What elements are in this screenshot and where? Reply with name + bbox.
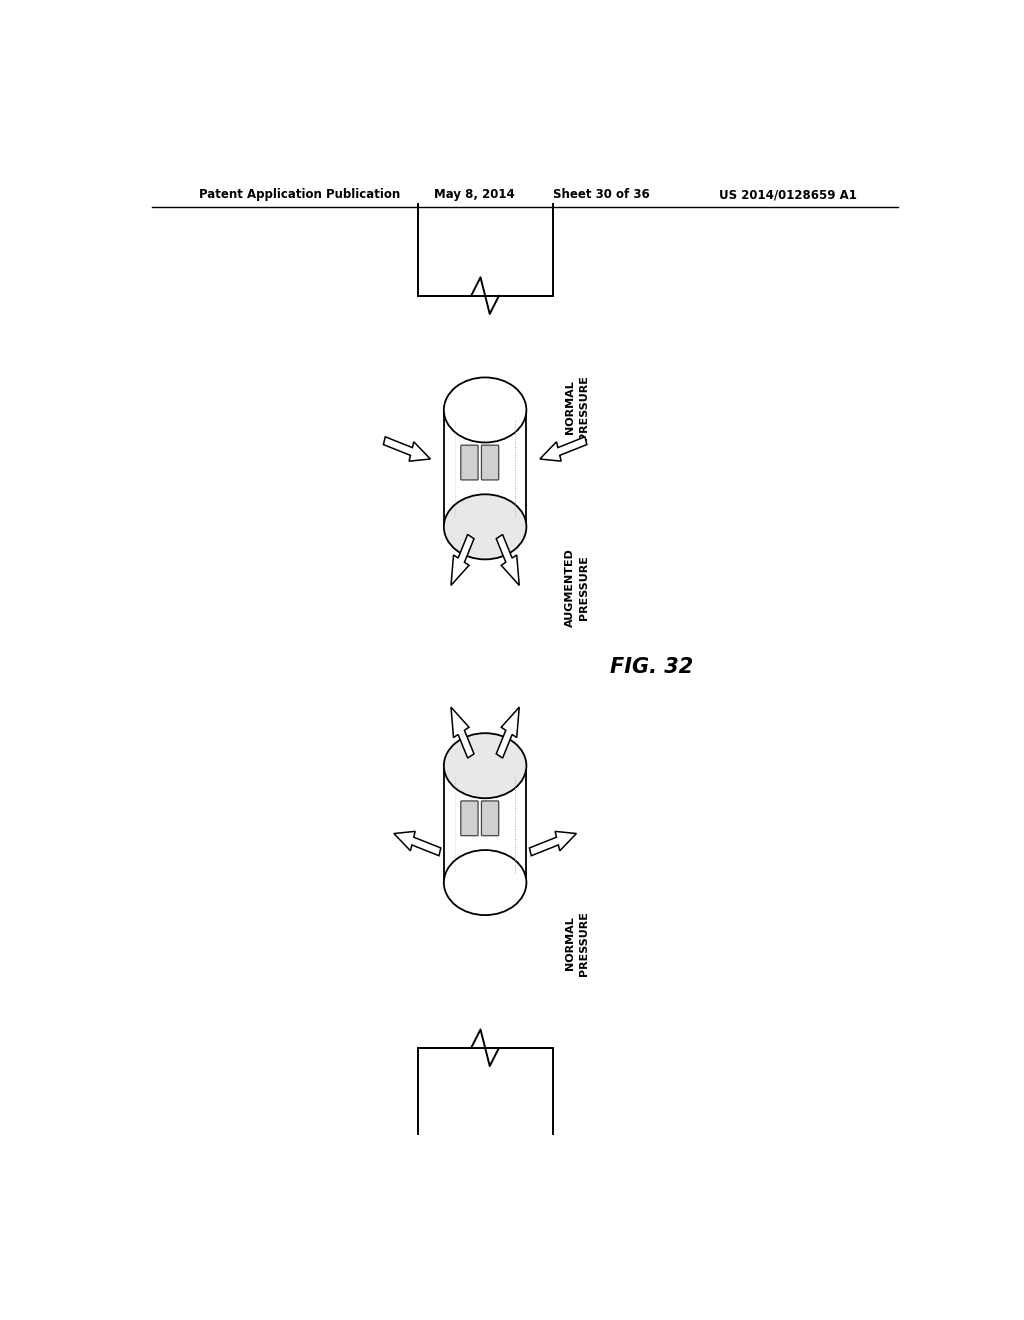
Text: Sheet 30 of 36: Sheet 30 of 36 [553, 189, 649, 202]
FancyBboxPatch shape [481, 801, 499, 836]
Polygon shape [394, 832, 440, 855]
Bar [443, 411, 526, 527]
Text: AUGMENTED: AUGMENTED [565, 548, 575, 627]
Ellipse shape [443, 494, 526, 560]
Polygon shape [451, 708, 474, 758]
Polygon shape [540, 437, 587, 461]
Text: PRESSURE: PRESSURE [580, 556, 590, 620]
Bar [443, 766, 526, 883]
Polygon shape [497, 708, 519, 758]
FancyBboxPatch shape [481, 445, 499, 480]
Text: US 2014/0128659 A1: US 2014/0128659 A1 [719, 189, 857, 202]
Ellipse shape [443, 850, 526, 915]
Text: NORMAL: NORMAL [565, 380, 575, 434]
Text: Patent Application Publication: Patent Application Publication [200, 189, 400, 202]
Text: May 8, 2014: May 8, 2014 [433, 189, 514, 202]
Text: FIG. 32: FIG. 32 [610, 656, 693, 677]
Ellipse shape [443, 378, 526, 442]
Polygon shape [451, 535, 474, 585]
Text: NORMAL: NORMAL [565, 916, 575, 970]
FancyBboxPatch shape [461, 801, 478, 836]
FancyBboxPatch shape [461, 445, 478, 480]
Polygon shape [529, 832, 577, 855]
Polygon shape [497, 535, 519, 585]
Text: PRESSURE: PRESSURE [580, 375, 590, 440]
Text: PRESSURE: PRESSURE [580, 911, 590, 975]
Polygon shape [383, 437, 430, 461]
Ellipse shape [443, 733, 526, 799]
